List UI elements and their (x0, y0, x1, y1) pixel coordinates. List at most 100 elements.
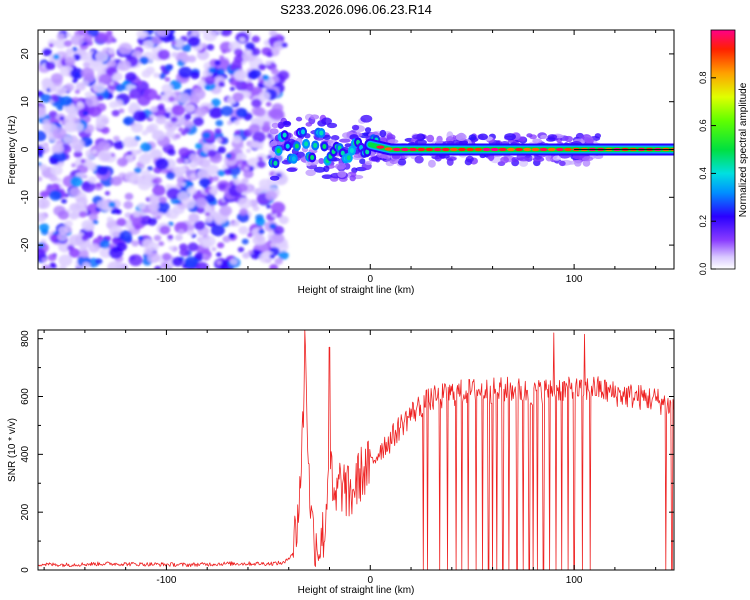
halo-cell (526, 133, 533, 138)
noise-cell (259, 79, 265, 84)
noise-cell (191, 88, 206, 101)
colorbar-tick-label: 0.2 (698, 215, 708, 228)
noise-cell (142, 238, 155, 249)
noise-cell (232, 178, 240, 184)
noise-cell (54, 85, 67, 96)
noise-cell (269, 223, 277, 230)
noise-cell (217, 146, 226, 154)
noise-cell (186, 186, 197, 195)
noise-cell (233, 69, 248, 81)
noise-cell (242, 191, 248, 196)
noise-cell (134, 224, 141, 230)
halo-cell (283, 121, 291, 126)
noise-cell (211, 247, 217, 252)
snr-series (38, 330, 674, 570)
noise-cell (251, 35, 261, 43)
noise-cell (258, 156, 263, 161)
halo-cell (379, 129, 387, 138)
noise-cell (147, 217, 158, 226)
noise-cell (214, 60, 221, 66)
noise-cell (160, 262, 169, 269)
noise-cell (49, 190, 62, 201)
noise-cell (271, 68, 279, 75)
noise-cell (118, 42, 133, 55)
noise-cell (269, 264, 279, 269)
noise-cell (266, 51, 274, 58)
noise-cell (151, 149, 162, 159)
halo-cell (330, 135, 340, 141)
snr-x-tick-label: 0 (367, 575, 373, 586)
noise-cell (111, 109, 120, 117)
noise-cell (81, 54, 90, 62)
noise-cell (207, 149, 217, 157)
noise-cell (64, 83, 75, 92)
noise-cell (247, 249, 254, 255)
noise-cell (82, 61, 91, 68)
halo-cell (446, 158, 454, 166)
noise-cell (59, 116, 65, 121)
signal-peak (417, 147, 426, 152)
noise-cell (195, 142, 204, 150)
halo-cell (500, 156, 509, 164)
noise-cell (237, 246, 245, 253)
noise-cell (229, 86, 235, 92)
halo-cell (351, 124, 360, 131)
noise-cell (269, 254, 275, 259)
noise-cell (128, 254, 143, 267)
noise-cell (94, 32, 109, 44)
signal-core (365, 149, 370, 155)
noise-cell (277, 70, 290, 81)
noise-cell (271, 232, 285, 244)
noise-cell (58, 241, 72, 253)
noise-cell (197, 79, 207, 88)
noise-cell (58, 254, 73, 267)
snr-plot-area (38, 330, 674, 570)
noise-cell (259, 243, 269, 252)
noise-cell (98, 73, 113, 86)
signal-peak (376, 145, 385, 149)
noise-cell (245, 42, 255, 51)
noise-cell (155, 30, 170, 37)
noise-cell (80, 82, 86, 88)
colorbar-tick-label: 0.6 (698, 119, 708, 132)
colorbar-gradient (711, 30, 735, 269)
noise-cell (106, 235, 112, 240)
noise-cell (110, 176, 123, 186)
noise-cell (88, 243, 100, 253)
noise-cell (164, 77, 171, 82)
signal-core (319, 130, 324, 136)
signal-core (322, 144, 327, 150)
halo-cell (364, 160, 372, 166)
noise-cell (222, 235, 231, 243)
noise-cell (178, 66, 193, 79)
noise-cell (95, 258, 103, 265)
noise-cell (69, 187, 81, 197)
noise-cell (190, 172, 198, 179)
noise-cell (184, 256, 199, 269)
colorbar: 0.0 0.2 0.4 0.6 0.8 Normalized spectral ampl… (698, 29, 749, 275)
noise-cell (150, 105, 158, 113)
noise-cell (165, 131, 173, 138)
noise-cell (38, 212, 47, 223)
spectrogram-x-tick-label: 100 (566, 274, 583, 285)
noise-cell (179, 181, 186, 187)
spectrogram-x-tick-label: 0 (367, 274, 373, 285)
noise-cell (211, 175, 219, 182)
noise-cell (252, 189, 258, 194)
noise-cell (154, 265, 162, 269)
noise-cell (255, 217, 266, 227)
noise-cell (141, 130, 149, 136)
noise-cell (78, 211, 87, 218)
noise-cell (241, 238, 249, 245)
noise-cell (130, 122, 144, 133)
noise-cell (233, 119, 240, 126)
noise-cell (174, 133, 181, 139)
noise-cell (41, 264, 51, 269)
halo-cell (353, 153, 363, 158)
noise-cell (265, 190, 278, 201)
noise-cell (50, 165, 63, 176)
noise-cell (243, 169, 254, 179)
snr-x-ticks: -100 0 100 (43, 330, 657, 586)
noise-cell (42, 123, 52, 131)
noise-cell (178, 229, 185, 235)
